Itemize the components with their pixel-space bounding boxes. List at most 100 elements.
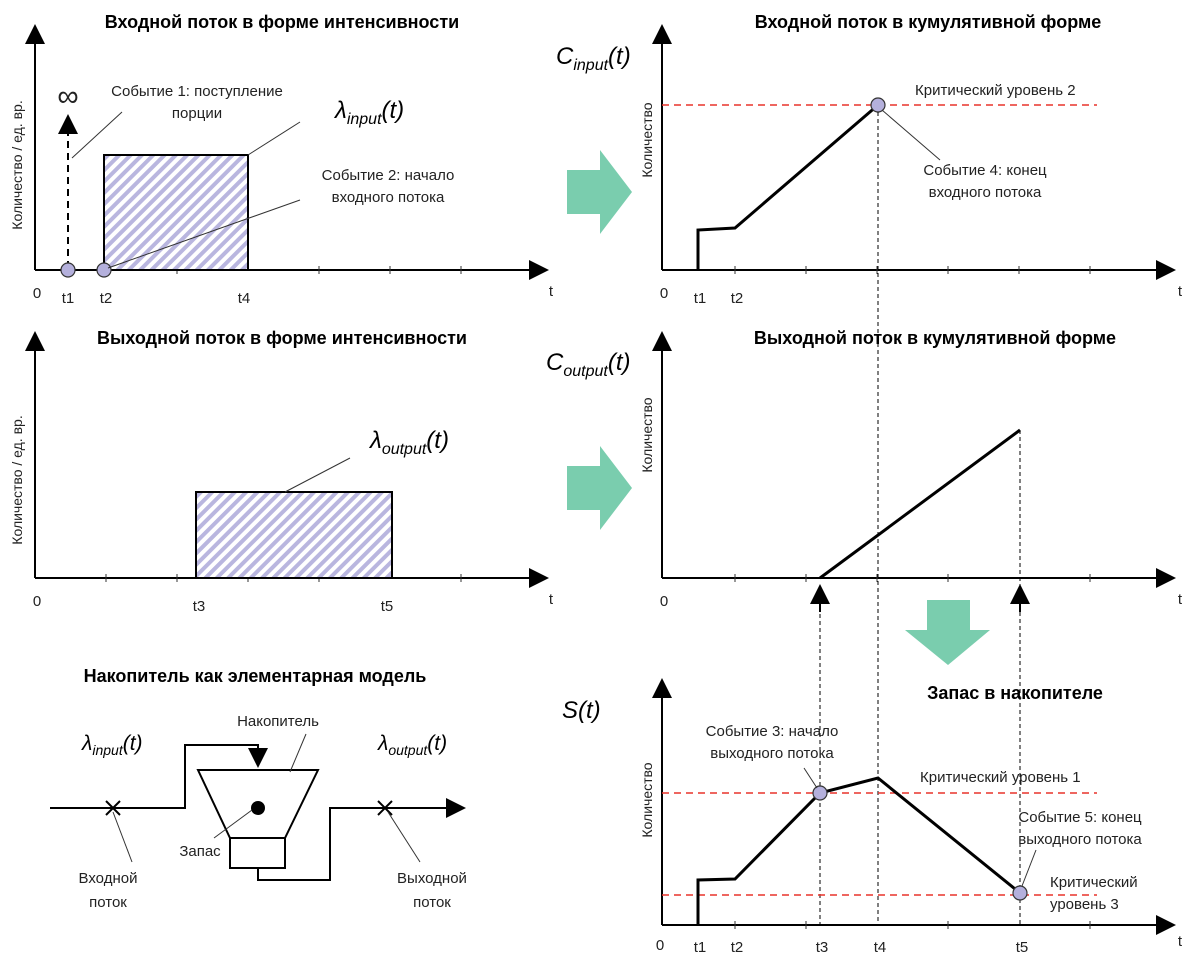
stock-curve — [698, 778, 1020, 925]
tick-label: 0 — [33, 285, 41, 302]
flow-arrow — [905, 600, 990, 665]
tick-label: t3 — [816, 939, 829, 956]
symbol: λinput(t) — [333, 97, 404, 128]
text-part: Событие 5: конец — [1018, 809, 1142, 826]
text-part: (t) — [426, 427, 449, 454]
leader — [1022, 850, 1036, 886]
text-part: (t) — [608, 349, 631, 376]
tick-label: 0 — [656, 937, 664, 954]
tick-label: t — [1178, 591, 1183, 608]
y-label: Количество / ед. вр. — [9, 100, 25, 229]
text-part: входного потока — [332, 189, 445, 206]
leader — [113, 812, 132, 862]
stock-panel: Запас в накопителе S(t) Количество Событ… — [562, 682, 1183, 956]
leader — [290, 734, 306, 772]
tick-label: t2 — [731, 939, 744, 956]
text-part: λ — [81, 732, 92, 755]
output-cumulative-panel: Выходной поток в кумулятивной форме Cout… — [546, 328, 1183, 610]
text-part: input — [347, 111, 382, 128]
text-part: поток — [89, 894, 127, 911]
symbol: λoutput(t) — [377, 732, 447, 758]
tick-label: t — [549, 591, 554, 608]
text-part: уровень 3 — [1050, 896, 1119, 913]
event-point — [813, 786, 827, 800]
text-part: Входной — [79, 870, 138, 887]
tick-label: t4 — [238, 290, 251, 307]
label: Запас — [179, 843, 221, 860]
text-part: output — [388, 742, 428, 758]
flow-arrow — [567, 446, 632, 530]
annotation: Событие 3: начало выходного потока — [706, 723, 839, 762]
y-label: Количество — [639, 762, 655, 837]
tick-label: t — [1178, 933, 1183, 950]
input-rate-panel: Входной поток в форме интенсивности ∞ Ко… — [9, 12, 554, 307]
tick-label: t4 — [874, 939, 887, 956]
title: Выходной поток в форме интенсивности — [97, 328, 467, 348]
y-label: Количество / ед. вр. — [9, 415, 25, 544]
tick-label: 0 — [33, 593, 41, 610]
flow-arrow — [567, 150, 632, 234]
tick-label: t3 — [193, 598, 206, 615]
text-part: Событие 2: начало — [322, 167, 455, 184]
cumulative-curve — [698, 105, 878, 270]
event-point — [871, 98, 885, 112]
text-part: output — [563, 363, 608, 380]
text-part: выходного потока — [1018, 831, 1142, 848]
symbol: λinput(t) — [81, 732, 143, 758]
tick-label: t — [1178, 283, 1183, 300]
symbol: λoutput(t) — [368, 427, 449, 458]
output-rate-area — [196, 492, 392, 578]
tick-label: t1 — [62, 290, 75, 307]
annotation: Событие 2: начало входного потока — [322, 167, 455, 206]
title: Накопитель как элементарная модель — [84, 666, 427, 686]
tick-label: t2 — [731, 290, 744, 307]
tick-label: t5 — [381, 598, 394, 615]
symbol: Cinput(t) — [556, 43, 631, 74]
diagram: Входной поток в форме интенсивности ∞ Ко… — [0, 0, 1187, 956]
tick-label: 0 — [660, 285, 668, 302]
input-cumulative-panel: Входной поток в кумулятивной форме Cinpu… — [556, 12, 1183, 307]
label: Накопитель — [237, 713, 319, 730]
text-part: input — [92, 742, 123, 758]
tick-label: t1 — [694, 290, 707, 307]
label: Входной поток — [79, 870, 138, 911]
title: Выходной поток в кумулятивной форме — [754, 328, 1116, 348]
event-point — [61, 263, 75, 277]
leader — [285, 458, 350, 492]
annotation: Критический уровень 2 — [915, 82, 1076, 99]
title: Входной поток в форме интенсивности — [105, 12, 459, 32]
symbol: S(t) — [562, 697, 601, 724]
output-rate-panel: Выходной поток в форме интенсивности Кол… — [9, 328, 554, 615]
text-part: λ — [377, 732, 388, 755]
text-part: Событие 1: поступление — [111, 83, 283, 100]
cumulative-curve — [820, 430, 1020, 578]
leader — [72, 112, 122, 158]
y-label: Количество — [639, 397, 655, 472]
stock-dot — [251, 801, 265, 815]
text-part: C — [556, 43, 574, 70]
annotation: Событие 5: конец выходного потока — [1018, 809, 1142, 848]
text-part: Событие 4: конец — [923, 162, 1047, 179]
tick-label: t1 — [694, 939, 707, 956]
leader — [388, 812, 420, 862]
text-part: выходного потока — [710, 745, 834, 762]
text-part: Событие 3: начало — [706, 723, 839, 740]
text-part: C — [546, 349, 564, 376]
event-point — [1013, 886, 1027, 900]
title: Входной поток в кумулятивной форме — [755, 12, 1102, 32]
input-rate-area — [104, 155, 248, 270]
tick-label: 0 — [660, 593, 668, 610]
event-point — [97, 263, 111, 277]
leader — [804, 768, 817, 788]
text-part: (t) — [608, 43, 631, 70]
text-part: (t) — [123, 732, 143, 755]
tick-label: t — [549, 283, 554, 300]
infinity: ∞ — [57, 80, 78, 113]
annotation: Событие 4: конецвходного потока — [923, 162, 1047, 201]
y-label: Количество — [639, 102, 655, 177]
tick-label: t5 — [1016, 939, 1029, 956]
text-part: input — [573, 57, 608, 74]
